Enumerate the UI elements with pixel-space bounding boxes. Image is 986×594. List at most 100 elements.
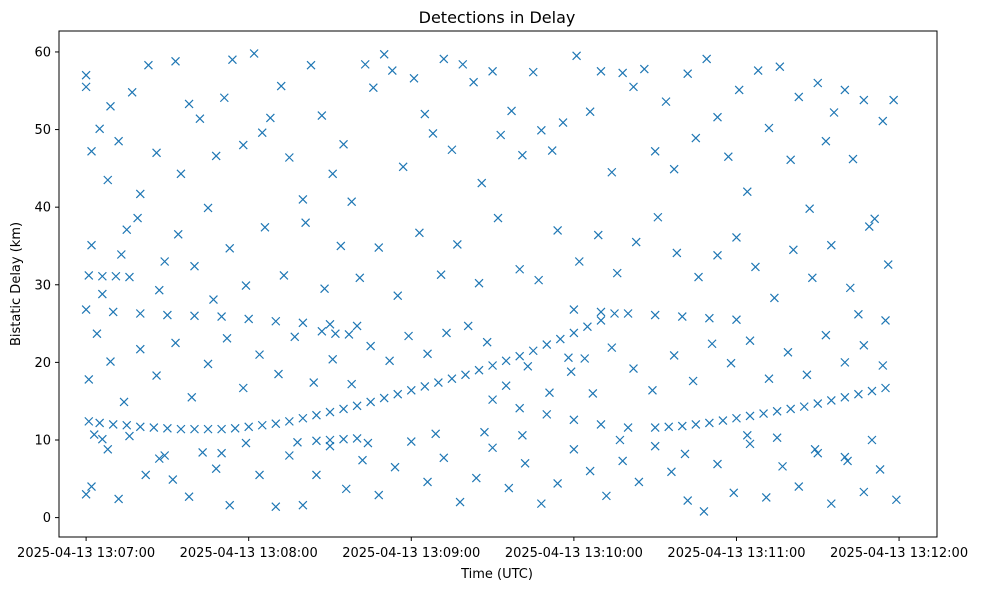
data-point-marker — [298, 318, 308, 328]
data-point-marker — [420, 109, 430, 119]
data-point-marker — [558, 118, 568, 128]
data-point-marker — [672, 248, 682, 258]
data-point-marker — [260, 222, 270, 232]
data-point-marker — [241, 281, 251, 290]
data-point-marker — [569, 415, 579, 425]
data-point-marker — [772, 406, 782, 416]
data-point-marker — [848, 154, 858, 164]
data-point-marker — [436, 270, 446, 280]
data-point-marker — [306, 60, 316, 70]
data-point-marker — [154, 454, 164, 464]
data-point-marker — [596, 420, 606, 429]
data-point-marker — [702, 54, 712, 64]
data-point-marker — [81, 82, 91, 92]
data-point-marker — [688, 376, 698, 386]
data-point-marker — [517, 150, 527, 160]
data-point-marker — [845, 283, 855, 293]
data-point-marker — [713, 459, 722, 469]
data-point-marker — [203, 424, 213, 434]
data-point-marker — [813, 78, 823, 88]
data-point-marker — [555, 334, 565, 344]
data-point-marker — [328, 354, 338, 364]
data-point-marker — [114, 494, 124, 504]
data-point-marker — [629, 364, 638, 374]
data-point-marker — [732, 233, 741, 242]
data-point-marker — [813, 399, 823, 408]
y-axis: 0 10 20 30 40 50 60 — [34, 45, 59, 526]
data-point-marker — [257, 420, 267, 430]
data-point-marker — [325, 407, 335, 417]
data-point-marker — [325, 435, 335, 445]
data-point-marker — [414, 228, 424, 238]
data-point-marker — [271, 316, 281, 326]
data-point-marker — [840, 392, 850, 402]
data-point-marker — [496, 130, 506, 140]
data-point-marker — [87, 146, 96, 156]
data-point-marker — [190, 261, 199, 271]
data-point-marker — [461, 370, 470, 380]
data-point-marker — [97, 289, 107, 299]
data-point-marker — [347, 197, 357, 207]
data-point-marker — [853, 309, 863, 319]
data-point-marker — [176, 424, 186, 434]
data-point-marker — [667, 467, 676, 477]
data-point-marker — [829, 108, 839, 117]
data-point-marker — [807, 273, 817, 283]
data-point-marker — [290, 332, 300, 342]
data-point-marker — [650, 146, 660, 156]
data-point-marker — [547, 146, 557, 155]
data-point-marker — [691, 420, 701, 429]
x-tick-label: 2025-04-13 13:12:00 — [830, 546, 968, 561]
data-point-marker — [114, 136, 124, 146]
data-point-marker — [623, 309, 633, 318]
data-point-marker — [593, 230, 603, 240]
data-point-marker — [881, 316, 890, 325]
y-tick-label: 20 — [34, 356, 51, 371]
data-point-marker — [545, 388, 554, 398]
data-point-marker — [488, 66, 498, 76]
x-tick-label: 2025-04-13 13:10:00 — [505, 546, 643, 561]
data-point-marker — [840, 85, 850, 95]
y-tick-label: 0 — [43, 511, 51, 526]
data-point-marker — [528, 346, 538, 356]
data-point-marker — [309, 378, 319, 387]
data-markers — [81, 49, 901, 516]
data-point-marker — [474, 365, 484, 375]
data-point-marker — [788, 245, 798, 255]
data-point-marker — [813, 448, 823, 458]
data-point-marker — [293, 437, 302, 447]
data-point-marker — [347, 379, 357, 389]
data-point-marker — [119, 397, 129, 407]
data-point-marker — [125, 272, 134, 282]
data-point-marker — [284, 451, 294, 460]
data-point-marker — [764, 374, 774, 384]
data-point-marker — [106, 357, 115, 367]
data-point-marker — [339, 139, 348, 149]
data-point-marker — [409, 73, 419, 83]
data-point-marker — [274, 369, 283, 379]
data-point-marker — [520, 458, 530, 468]
data-point-marker — [488, 395, 498, 405]
data-point-marker — [135, 344, 145, 354]
y-tick-label: 30 — [34, 278, 51, 293]
data-point-marker — [398, 162, 408, 172]
data-point-marker — [187, 392, 197, 402]
data-point-marker — [325, 319, 335, 329]
data-point-marker — [238, 140, 248, 150]
data-point-marker — [255, 470, 264, 480]
data-point-marker — [707, 339, 717, 349]
data-point-marker — [826, 499, 836, 509]
data-point-marker — [439, 54, 449, 64]
data-point-marker — [878, 116, 888, 126]
data-point-marker — [723, 152, 733, 162]
data-point-marker — [298, 194, 308, 204]
data-point-marker — [393, 291, 403, 301]
data-point-marker — [677, 312, 687, 322]
data-point-marker — [171, 338, 180, 348]
data-point-marker — [553, 226, 563, 235]
data-point-marker — [474, 278, 484, 288]
data-point-marker — [680, 449, 690, 459]
data-point-marker — [477, 178, 487, 188]
